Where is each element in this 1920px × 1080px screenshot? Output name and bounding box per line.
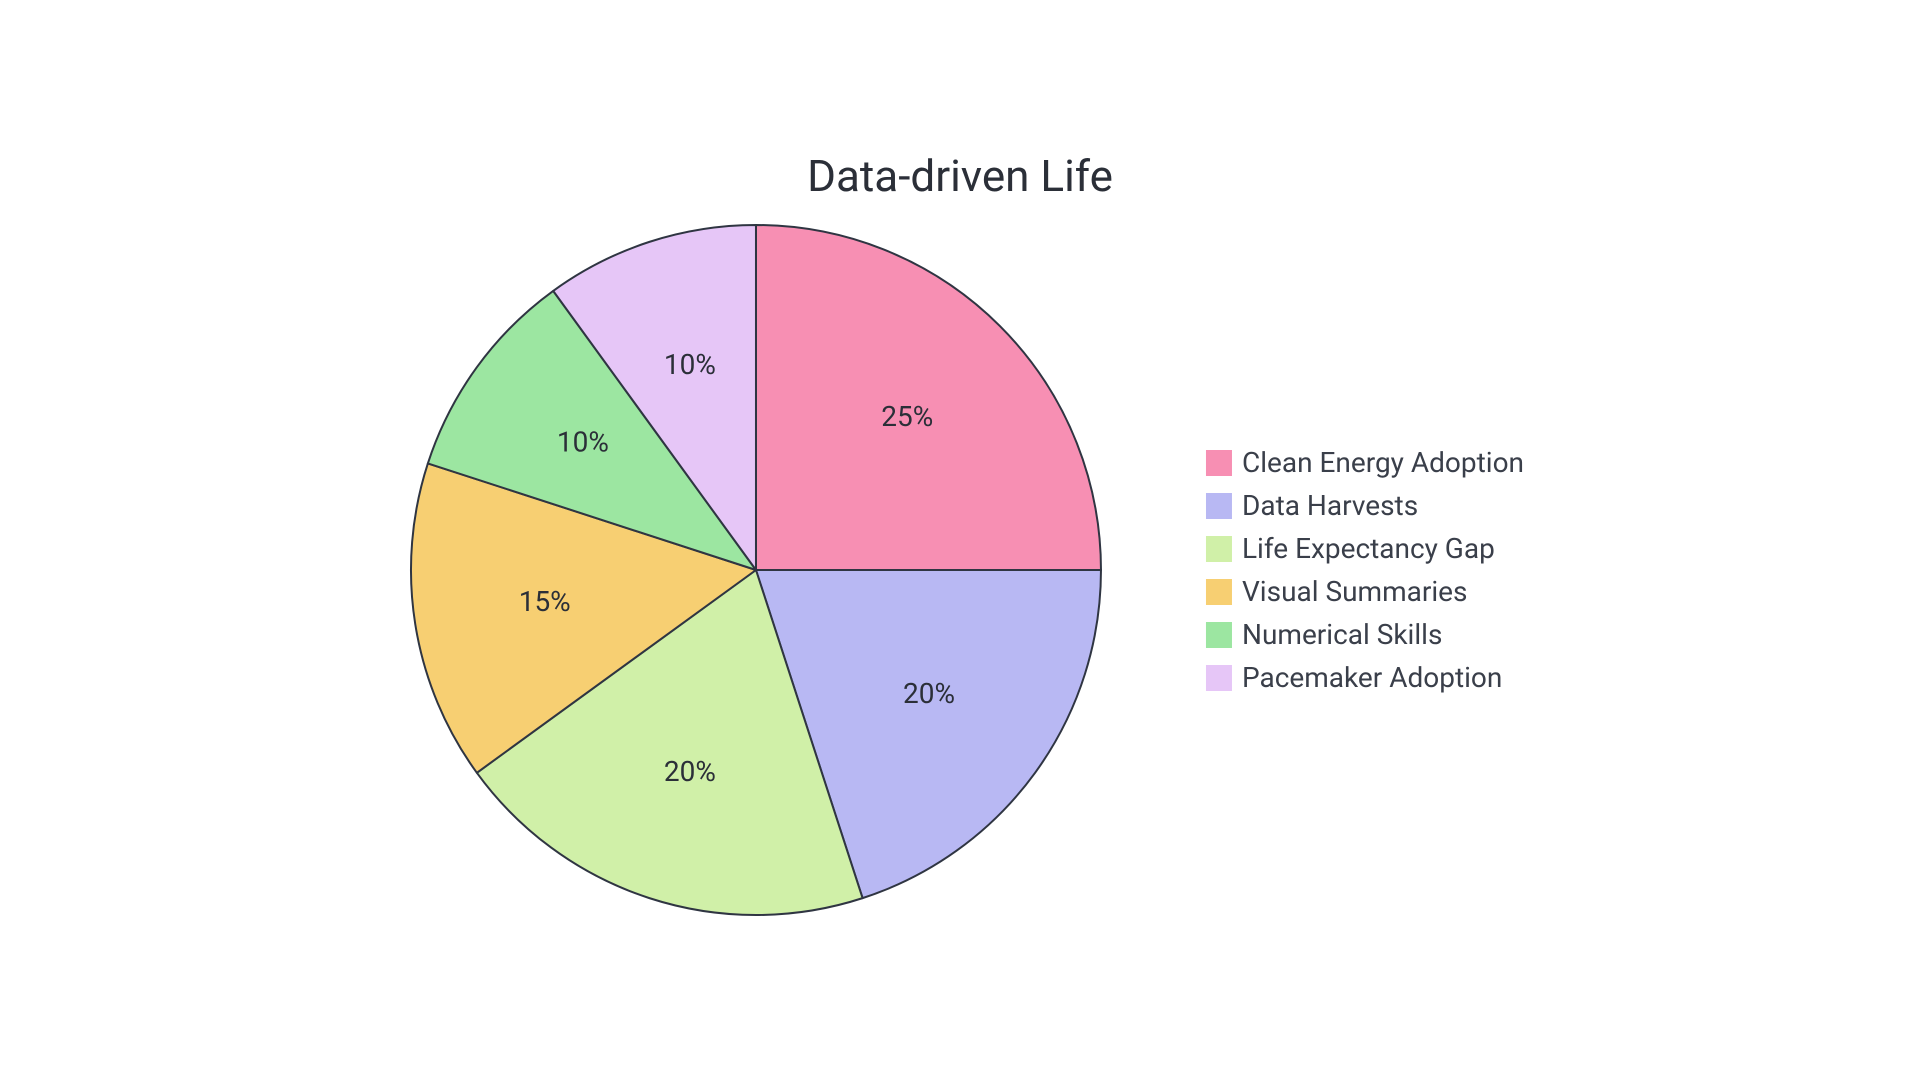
- chart-title: Data-driven Life: [807, 150, 1113, 202]
- pie-slice: [756, 225, 1101, 570]
- legend-label: Numerical Skills: [1242, 618, 1442, 651]
- legend-item: Numerical Skills: [1206, 618, 1524, 651]
- pie-chart: 25% 20% 20% 15% 10% 10%: [396, 210, 1116, 930]
- legend-label: Data Harvests: [1242, 489, 1418, 522]
- legend-swatch: [1206, 493, 1232, 519]
- legend-label: Visual Summaries: [1242, 575, 1468, 608]
- legend-swatch: [1206, 536, 1232, 562]
- slice-label: 20%: [664, 755, 716, 788]
- legend-item: Visual Summaries: [1206, 575, 1524, 608]
- legend-swatch: [1206, 665, 1232, 691]
- legend-swatch: [1206, 622, 1232, 648]
- slice-label: 15%: [519, 585, 571, 618]
- slice-label: 10%: [664, 348, 716, 381]
- legend: Clean Energy Adoption Data Harvests Life E…: [1206, 446, 1524, 694]
- legend-label: Clean Energy Adoption: [1242, 446, 1524, 479]
- legend-swatch: [1206, 450, 1232, 476]
- legend-item: Data Harvests: [1206, 489, 1524, 522]
- legend-item: Pacemaker Adoption: [1206, 661, 1524, 694]
- slice-label: 25%: [881, 400, 933, 433]
- legend-item: Clean Energy Adoption: [1206, 446, 1524, 479]
- slice-label: 20%: [903, 677, 955, 710]
- legend-swatch: [1206, 579, 1232, 605]
- legend-label: Pacemaker Adoption: [1242, 661, 1502, 694]
- legend-item: Life Expectancy Gap: [1206, 532, 1524, 565]
- slice-label: 10%: [557, 426, 609, 459]
- legend-label: Life Expectancy Gap: [1242, 532, 1495, 565]
